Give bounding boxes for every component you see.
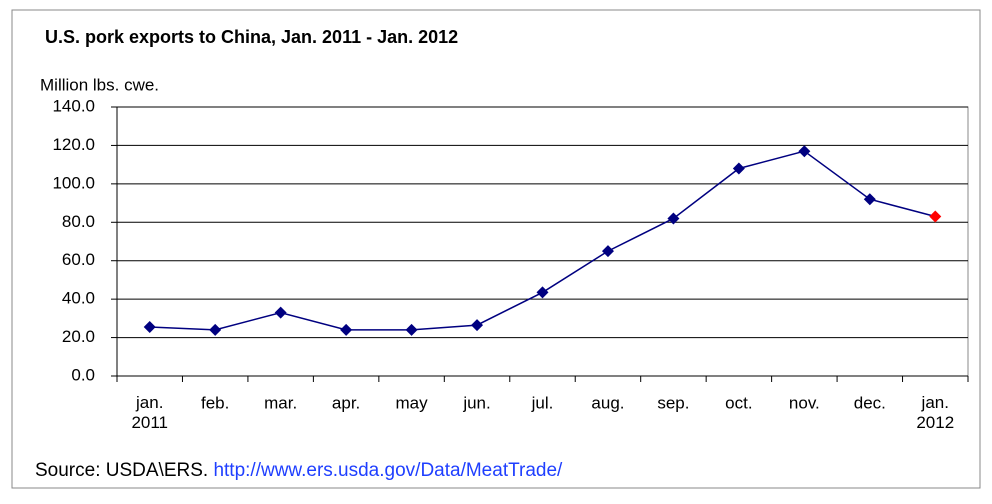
data-point: [863, 193, 876, 206]
x-tick-label: mar.: [264, 393, 297, 412]
data-point: [732, 162, 745, 175]
y-tick-label: 140.0: [52, 96, 95, 115]
x-tick-label: oct.: [725, 393, 752, 412]
data-point: [405, 323, 418, 336]
x-tick-label: aug.: [591, 393, 624, 412]
y-tick-label: 60.0: [62, 250, 95, 269]
x-tick-label: jul.: [531, 393, 554, 412]
data-point: [798, 145, 811, 158]
data-point: [274, 306, 287, 319]
y-tick-label: 120.0: [52, 135, 95, 154]
y-tick-label: 0.0: [71, 365, 95, 384]
data-point: [209, 323, 222, 336]
label-line: jan.: [135, 393, 163, 412]
x-tick-label: nov.: [789, 393, 820, 412]
data-point: [143, 321, 156, 334]
x-tick-label: apr.: [332, 393, 360, 412]
data-point: [601, 245, 614, 258]
source-text: Source: USDA\ERS.: [35, 460, 208, 481]
data-point: [536, 286, 549, 299]
x-tick-label: sep.: [657, 393, 689, 412]
source-link[interactable]: http://www.ers.usda.gov/Data/MeatTrade/: [213, 460, 563, 481]
data-point: [667, 212, 680, 225]
y-tick-label: 40.0: [62, 289, 95, 308]
label-line: 2012: [916, 413, 954, 432]
data-point: [471, 319, 484, 332]
label-line: jan.: [921, 393, 949, 412]
x-tick-label: dec.: [854, 393, 886, 412]
label-line: 2011: [131, 413, 168, 432]
chart-title: U.S. pork exports to China, Jan. 2011 - …: [45, 27, 458, 47]
x-tick-label: jun.: [462, 393, 490, 412]
y-tick-label: 20.0: [62, 327, 95, 346]
source: Source: USDA\ERS. http://www.ers.usda.go…: [35, 460, 563, 481]
x-tick-label: may: [396, 393, 429, 412]
y-tick-label: 80.0: [62, 212, 95, 231]
data-point: [929, 210, 942, 223]
data-point: [340, 323, 353, 336]
y-tick-label: 100.0: [52, 173, 95, 192]
y-axis-label: Million lbs. cwe.: [40, 75, 159, 94]
x-tick-label: jan. 2011: [131, 393, 168, 432]
x-tick-label: jan. 2012: [916, 393, 954, 432]
x-tick-label: feb.: [201, 393, 229, 412]
chart-border: [11, 9, 981, 489]
